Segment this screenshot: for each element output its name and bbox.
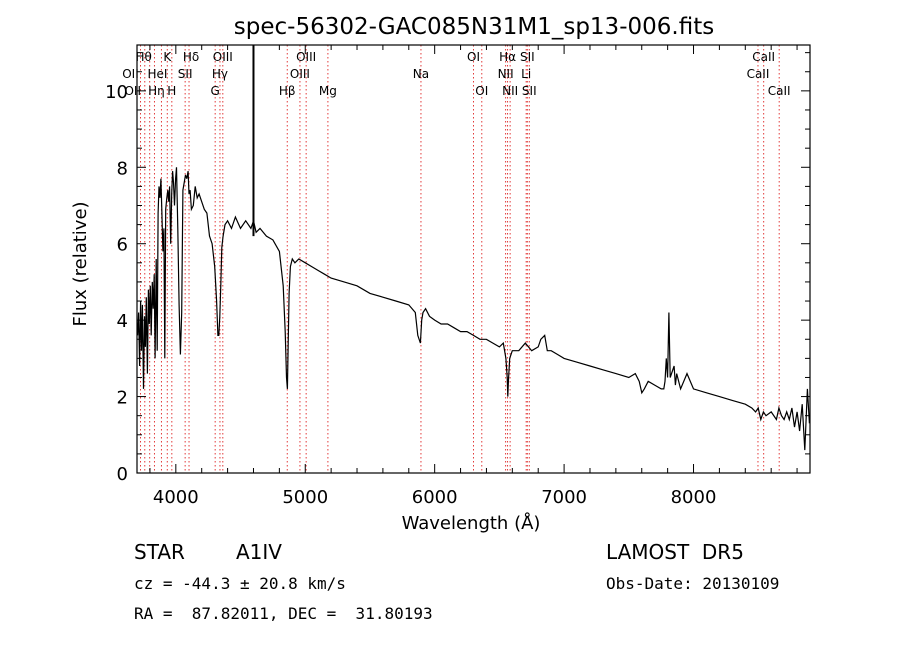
line-label-13: OIII — [290, 67, 310, 81]
line-label-20: Hα — [499, 50, 516, 64]
line-label-14: OIII — [296, 50, 316, 64]
line-label-11: OIII — [213, 50, 233, 64]
line-label-18: OI — [475, 84, 488, 98]
object-subclass: A1IV — [236, 540, 282, 564]
line-label-5: K — [163, 50, 172, 64]
line-label-3: Hη — [148, 84, 165, 98]
y-tick-label: 4 — [117, 311, 128, 332]
coordinates-readout: RA = 87.82011, DEC = 31.80193 — [134, 604, 433, 623]
y-tick-label: 8 — [117, 158, 128, 179]
x-axis-label: Wavelength (Å) — [402, 512, 541, 534]
spectrum-line — [137, 167, 810, 451]
spectral-line-markers — [139, 45, 780, 473]
plot-frame — [136, 44, 811, 474]
y-tick-label: 0 — [117, 464, 128, 485]
spectral-line-labels: OIIOIIHθHηHeIKHSIIHδGHγOIIIHβOIIIOIIIMgN… — [122, 50, 790, 98]
y-tick-label: 2 — [117, 388, 128, 409]
y-tick-label: 10 — [105, 82, 128, 103]
y-axis-label: Flux (relative) — [70, 201, 91, 326]
redshift-readout: cz = -44.3 ± 20.8 km/s — [134, 574, 346, 593]
line-label-4: HeI — [147, 67, 167, 81]
line-label-16: Na — [413, 67, 429, 81]
line-label-24: SII — [522, 84, 537, 98]
x-tick-label: 7000 — [541, 487, 587, 508]
y-axis-ticks: 0 2 4 6 8 10 — [105, 52, 810, 485]
line-label-12: Hβ — [279, 84, 296, 98]
object-class: STAR — [134, 540, 185, 564]
line-label-25: CaII — [747, 67, 770, 81]
x-tick-label: 6000 — [412, 487, 458, 508]
line-label-10: Hγ — [212, 67, 228, 81]
line-label-19: NII — [498, 67, 514, 81]
line-label-23: SII — [520, 50, 535, 64]
x-axis-ticks: 4000 5000 6000 7000 8000 — [149, 45, 798, 508]
line-label-2: Hθ — [135, 50, 151, 64]
line-label-17: OI — [467, 50, 480, 64]
line-label-21: NII — [502, 84, 518, 98]
line-label-15: Mg — [319, 84, 337, 98]
x-tick-label: 4000 — [153, 487, 199, 508]
line-label-26: CaII — [752, 50, 775, 64]
line-label-0: OII — [122, 67, 139, 81]
survey-name: LAMOST DR5 — [606, 540, 744, 564]
line-label-22: Li — [521, 67, 531, 81]
line-label-9: G — [211, 84, 220, 98]
line-label-6: H — [167, 84, 176, 98]
line-label-27: CaII — [768, 84, 791, 98]
line-label-8: Hδ — [183, 50, 199, 64]
y-tick-label: 6 — [117, 235, 128, 256]
x-tick-label: 5000 — [282, 487, 328, 508]
chart-title: spec-56302-GAC085N31M1_sp13-006.fits — [234, 14, 714, 40]
line-label-7: SII — [178, 67, 193, 81]
x-tick-label: 8000 — [671, 487, 717, 508]
observation-date: Obs-Date: 20130109 — [606, 574, 780, 593]
